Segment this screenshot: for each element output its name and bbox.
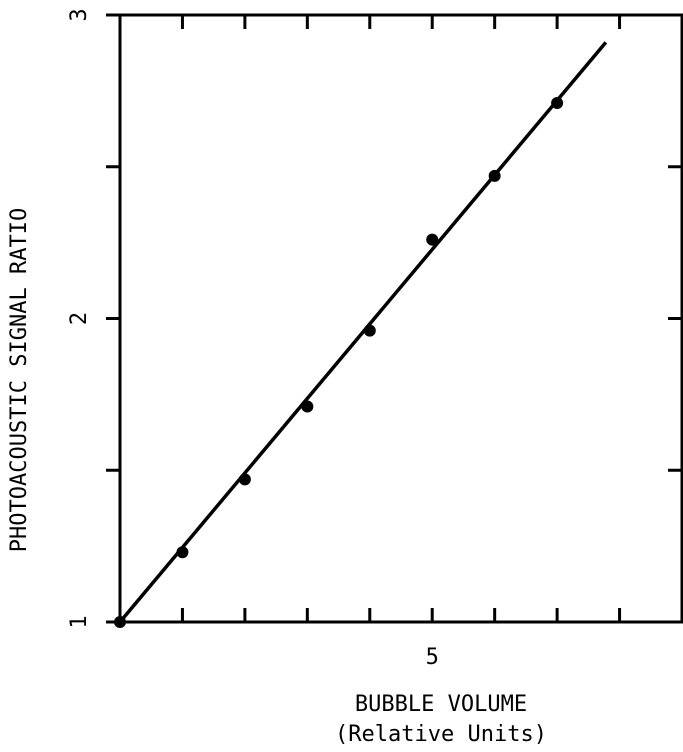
data-point xyxy=(363,324,376,337)
data-point xyxy=(488,169,501,182)
x-axis-label: BUBBLE VOLUME xyxy=(355,692,527,717)
x-tick-label: 5 xyxy=(426,645,439,670)
data-point xyxy=(114,616,126,628)
data-point xyxy=(551,97,564,110)
y-tick-label: 3 xyxy=(67,8,92,21)
data-point xyxy=(176,546,189,559)
data-point xyxy=(426,233,439,246)
data-point xyxy=(301,400,314,413)
plot-frame xyxy=(118,13,683,624)
y-tick-label: 1 xyxy=(67,615,92,628)
y-tick-label: 2 xyxy=(67,312,92,325)
x-axis-sublabel: (Relative Units) xyxy=(335,722,547,747)
data-point xyxy=(238,473,251,486)
y-axis-label: PHOTOACOUSTIC SIGNAL RATIO xyxy=(7,208,32,552)
fit-line xyxy=(118,41,608,624)
